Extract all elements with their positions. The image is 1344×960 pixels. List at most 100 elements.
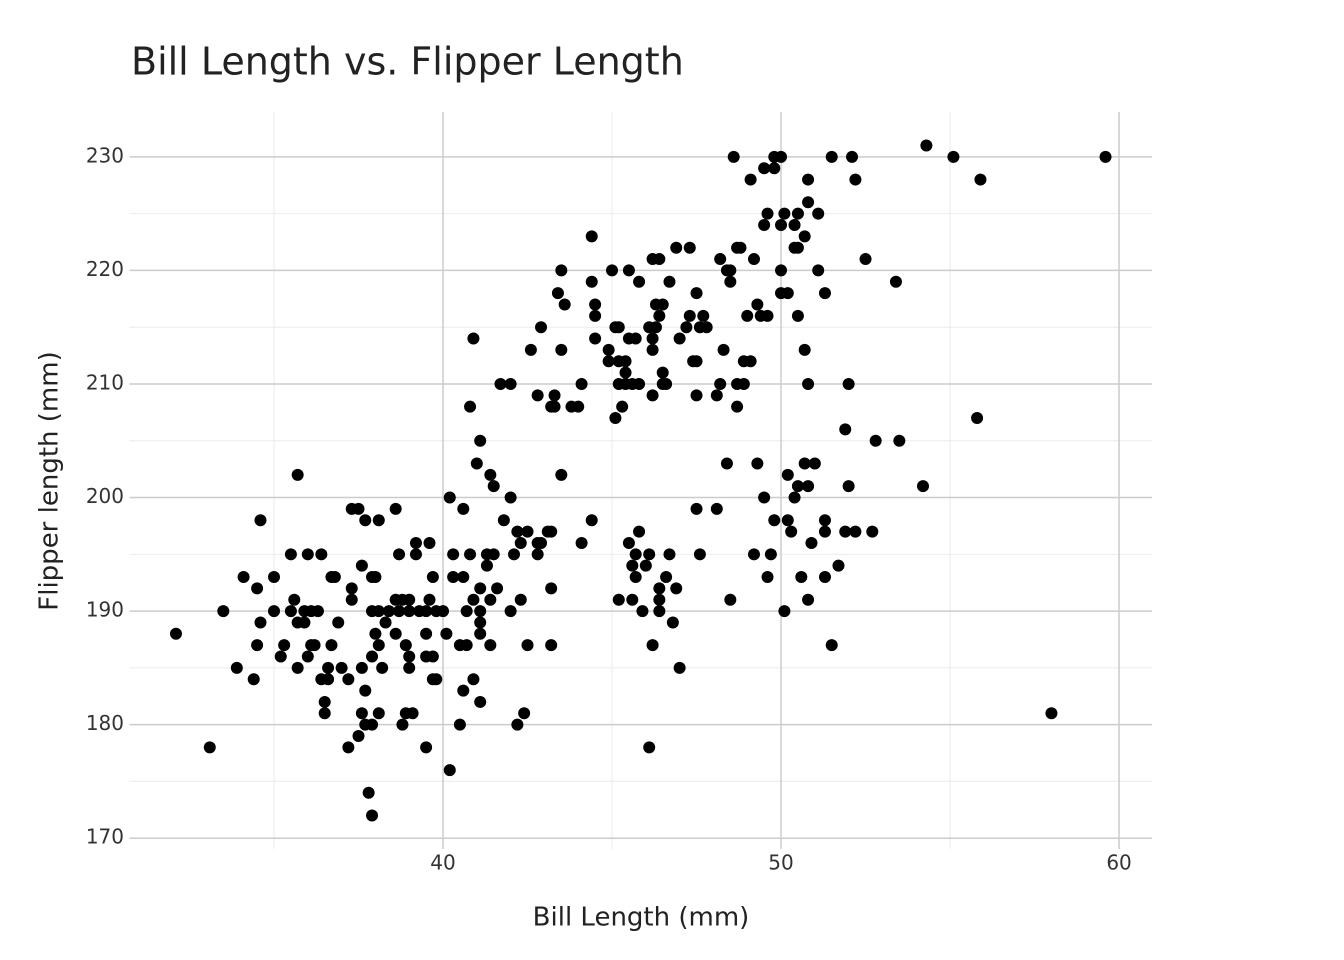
point (1045, 707, 1058, 720)
point (504, 605, 517, 618)
point (646, 343, 659, 356)
point (768, 514, 781, 527)
point (399, 639, 412, 652)
point (389, 502, 402, 515)
point (649, 321, 662, 334)
point (355, 707, 368, 720)
point (447, 571, 460, 584)
point (535, 536, 548, 549)
point (798, 230, 811, 243)
point (768, 162, 781, 175)
point (169, 627, 182, 640)
point (775, 218, 788, 231)
point (622, 264, 635, 277)
point (869, 434, 882, 447)
point (633, 275, 646, 288)
point (467, 332, 480, 345)
point (572, 400, 585, 413)
point (345, 582, 358, 595)
point (518, 707, 531, 720)
point (974, 173, 987, 186)
point (335, 661, 348, 674)
point (616, 400, 629, 413)
point (531, 548, 544, 561)
y-tick-label: 220 (86, 257, 124, 281)
point (761, 207, 774, 220)
point (406, 707, 419, 720)
point (555, 468, 568, 481)
point (758, 491, 771, 504)
point (670, 241, 683, 254)
point (423, 536, 436, 549)
point (802, 593, 815, 606)
point (585, 275, 598, 288)
point (420, 741, 433, 754)
point (764, 548, 777, 561)
point (247, 673, 260, 686)
point (758, 218, 771, 231)
point (889, 275, 902, 288)
point (724, 593, 737, 606)
point (359, 514, 372, 527)
point (788, 218, 801, 231)
point (291, 468, 304, 481)
point (916, 480, 929, 493)
point (474, 616, 487, 629)
point (791, 309, 804, 322)
point (633, 377, 646, 390)
point (846, 150, 859, 163)
point (744, 173, 757, 186)
point (332, 616, 345, 629)
point (585, 230, 598, 243)
point (589, 298, 602, 311)
point (369, 627, 382, 640)
point (656, 366, 669, 379)
y-tick-label: 190 (86, 598, 124, 622)
point (791, 241, 804, 254)
point (389, 627, 402, 640)
point (947, 150, 960, 163)
point (653, 309, 666, 322)
point (683, 241, 696, 254)
point (731, 400, 744, 413)
point (575, 377, 588, 390)
point (555, 343, 568, 356)
y-tick-label: 200 (86, 484, 124, 508)
point (802, 196, 815, 209)
point (430, 673, 443, 686)
point (545, 582, 558, 595)
point (328, 571, 341, 584)
point (805, 536, 818, 549)
point (744, 355, 757, 368)
point (778, 207, 791, 220)
point (747, 253, 760, 266)
point (480, 559, 493, 572)
point (781, 468, 794, 481)
point (403, 650, 416, 663)
point (474, 434, 487, 447)
point (447, 548, 460, 561)
x-axis-title: Bill Length (mm) (533, 903, 750, 933)
point (403, 605, 416, 618)
point (487, 480, 500, 493)
point (355, 661, 368, 674)
point (548, 400, 561, 413)
point (379, 616, 392, 629)
point (825, 150, 838, 163)
point (521, 639, 534, 652)
point (646, 389, 659, 402)
point (511, 525, 524, 538)
point (366, 718, 379, 731)
chart-title: Bill Length vs. Flipper Length (131, 40, 684, 84)
point (602, 343, 615, 356)
point (788, 491, 801, 504)
point (230, 661, 243, 674)
point (778, 605, 791, 618)
point (839, 423, 852, 436)
point (464, 400, 477, 413)
point (457, 502, 470, 515)
point (971, 412, 984, 425)
point (484, 468, 497, 481)
point (859, 253, 872, 266)
point (663, 275, 676, 288)
